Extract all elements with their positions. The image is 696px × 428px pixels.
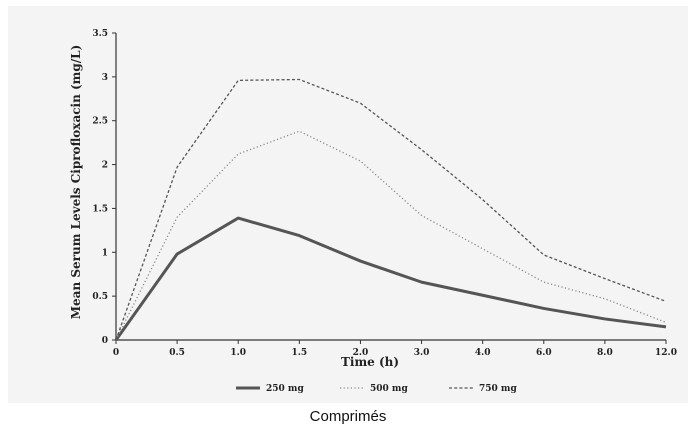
x-tick-label: 2.0 <box>353 348 369 358</box>
axes <box>115 33 666 341</box>
x-tick-label: 0 <box>113 348 119 358</box>
y-tick-label: 3.5 <box>92 29 108 39</box>
y-tick-label: 0.5 <box>92 292 108 302</box>
x-tick-label: 0.5 <box>169 348 185 358</box>
y-axis-ticks: 0 0.5 1 1.5 2 2.5 3 3.5 <box>92 29 116 346</box>
legend-label: 250 mg <box>266 384 304 394</box>
figure-caption: Comprimés <box>309 408 387 425</box>
x-tick-label: 1.5 <box>291 348 307 358</box>
legend: 250 mg 500 mg 750 mg <box>236 384 517 394</box>
y-tick-label: 2.5 <box>92 117 108 127</box>
y-tick-label: 2 <box>102 161 108 171</box>
legend-label: 500 mg <box>370 384 408 394</box>
x-tick-label: 8.0 <box>597 348 613 358</box>
x-tick-label: 12.0 <box>655 348 677 358</box>
chart-svg: 0 0.5 1 1.5 2 2.5 3 3.5 0 0.5 1.0 1.5 2.0 3.0 4.0 6.0 8… <box>69 29 677 394</box>
x-tick-label: 3.0 <box>414 348 430 358</box>
series-line-250-mg <box>114 216 667 341</box>
x-axis-title: Time (h) <box>341 355 399 369</box>
y-axis-title: Mean Serum Levels Ciprofloxacin (mg/L) <box>69 45 83 320</box>
x-axis-ticks: 0 0.5 1.0 1.5 2.0 3.0 4.0 6.0 8.0 12.0 <box>113 340 677 358</box>
y-tick-label: 1 <box>102 248 108 258</box>
x-tick-label: 1.0 <box>230 348 246 358</box>
series-line-750-mg <box>115 78 667 341</box>
legend-label: 750 mg <box>479 384 517 394</box>
chart-frame: 0 0.5 1 1.5 2 2.5 3 3.5 0 0.5 1.0 1.5 2.0 3.0 4.0 6.0 8… <box>8 6 688 403</box>
series-line-500-mg <box>115 130 667 341</box>
x-tick-label: 4.0 <box>475 348 491 358</box>
series-lines <box>114 78 667 341</box>
y-tick-label: 0 <box>102 336 108 346</box>
y-tick-label: 1.5 <box>92 204 108 214</box>
y-tick-label: 3 <box>102 73 108 83</box>
x-tick-label: 6.0 <box>536 348 552 358</box>
